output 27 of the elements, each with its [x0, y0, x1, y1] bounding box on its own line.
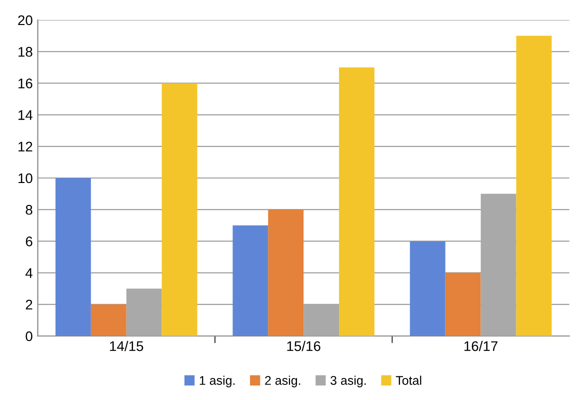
- legend-label: 2 asig.: [265, 376, 300, 388]
- bar: [268, 210, 304, 336]
- bar: [90, 304, 126, 336]
- y-tick-label: 18: [18, 46, 32, 57]
- bar: [55, 178, 91, 336]
- y-tick-label: 2: [26, 300, 32, 310]
- bar: [410, 241, 446, 336]
- bar: [339, 67, 374, 336]
- y-tick-label: 12: [18, 142, 32, 152]
- x-tick-label: 16/17: [464, 340, 498, 352]
- y-tick-label: 14: [18, 110, 32, 120]
- y-tick-label: 6: [26, 236, 32, 246]
- bar: [445, 272, 481, 336]
- x-tick-label: 15/16: [287, 340, 320, 352]
- legend-label: Total: [396, 376, 422, 385]
- y-tick-label: 4: [26, 268, 32, 278]
- legend-label: 3 asig.: [330, 376, 366, 388]
- y-tick-label: 10: [18, 173, 32, 184]
- x-tick-label: 14/15: [110, 340, 144, 352]
- bar: [516, 36, 552, 336]
- y-tick-label: 8: [26, 204, 32, 215]
- legend-label: 1 asig.: [200, 376, 235, 388]
- y-tick-label: 16: [18, 78, 32, 88]
- y-tick-label: 0: [26, 331, 32, 342]
- bar: [162, 83, 198, 336]
- bar: [232, 225, 268, 336]
- y-tick-label: 20: [18, 15, 32, 26]
